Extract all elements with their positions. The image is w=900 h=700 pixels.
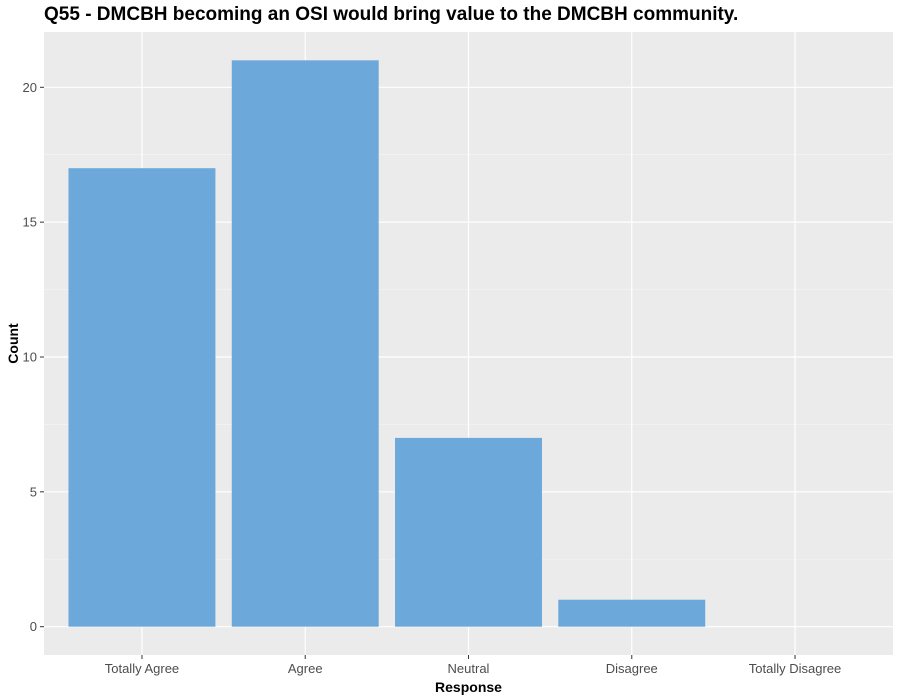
x-tick-label: Totally Agree (105, 661, 179, 676)
x-tick-label: Disagree (606, 661, 658, 676)
bar (231, 60, 379, 627)
x-axis-title: Response (435, 679, 502, 695)
x-tick-label: Agree (288, 661, 323, 676)
y-tick-label: 0 (30, 619, 37, 634)
bar (68, 168, 216, 627)
bar (558, 599, 706, 627)
y-tick-label: 5 (30, 484, 37, 499)
x-tick-label: Totally Disagree (749, 661, 842, 676)
y-axis-title: Count (5, 323, 21, 364)
y-tick-label: 10 (23, 349, 37, 364)
y-tick-label: 15 (23, 215, 37, 230)
chart-title: Q55 - DMCBH becoming an OSI would bring … (44, 4, 739, 25)
bar (395, 437, 542, 627)
x-tick-label: Neutral (448, 661, 490, 676)
y-tick-label: 20 (23, 80, 37, 95)
